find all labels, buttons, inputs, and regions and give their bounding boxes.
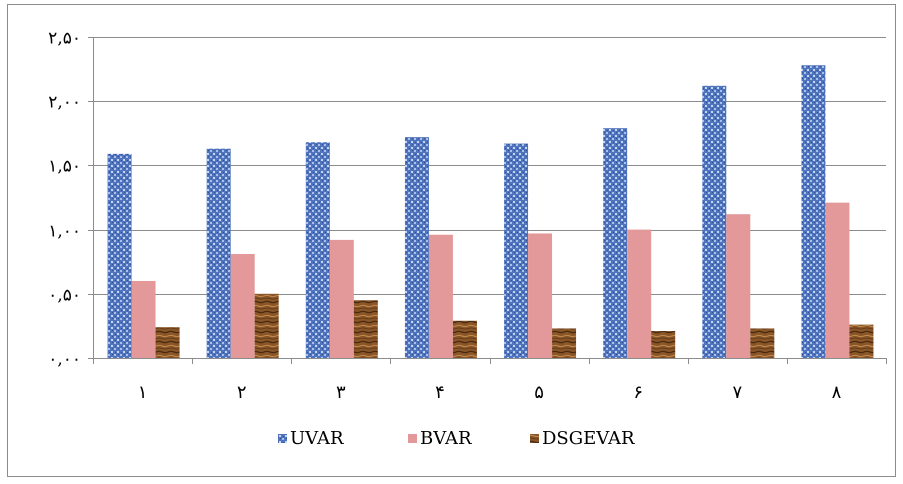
legend-swatch-uvar <box>278 434 287 443</box>
x-tick-label: ١ <box>138 382 148 403</box>
bar-dsgevar <box>750 328 775 358</box>
bars <box>107 65 874 359</box>
legend-swatch-bvar <box>408 434 417 443</box>
bar-bvar <box>329 239 354 358</box>
bar-bvar <box>131 280 156 358</box>
bar-dsgevar <box>552 328 577 358</box>
y-tick-label: ٢,٠٠ <box>48 93 81 113</box>
x-tick-label: ٣ <box>336 382 346 403</box>
x-tick-label: ۵ <box>534 382 544 403</box>
y-tick-label: ١,۵٠ <box>48 157 81 177</box>
y-tick-label: ٢,۵٠ <box>48 29 81 49</box>
bar-uvar <box>206 148 231 358</box>
bar-uvar <box>603 128 628 358</box>
legend-label-uvar: UVAR <box>290 428 344 449</box>
legend: UVAR BVAR DSGEVAR <box>278 428 635 449</box>
x-tick-label: ٢ <box>237 382 247 403</box>
bar-uvar <box>702 85 727 359</box>
y-tick-label: ١,٠٠ <box>48 222 81 242</box>
legend-label-dsgevar: DSGEVAR <box>542 428 635 449</box>
bar-uvar <box>504 143 529 358</box>
bar-bvar <box>528 233 553 358</box>
bar-uvar <box>404 137 429 358</box>
bar-uvar <box>107 153 132 358</box>
bar-dsgevar <box>353 300 378 358</box>
bar-bvar <box>230 253 255 358</box>
bar-uvar <box>305 142 330 358</box>
bar-dsgevar <box>452 320 477 358</box>
x-tick-labels: ١ ٢ ٣ ۴ ۵ ۶ ٧ ٨ <box>138 382 842 403</box>
bar-uvar <box>801 65 826 359</box>
legend-swatch-dsgevar <box>530 434 539 443</box>
legend-label-bvar: BVAR <box>420 428 472 449</box>
x-tick-label: ۴ <box>435 382 445 403</box>
bar-bvar <box>627 229 652 358</box>
bar-bvar <box>428 234 453 358</box>
x-tick-label: ٧ <box>732 382 742 403</box>
y-tick-label: ٠,٠٠ <box>48 350 81 370</box>
bar-bvar <box>825 202 850 358</box>
y-tick-labels: ٠,٠٠ ٠,۵٠ ١,٠٠ ١,۵٠ ٢,٠٠ ٢,۵٠ <box>48 29 81 370</box>
bar-dsgevar <box>254 293 279 358</box>
axes <box>88 37 887 364</box>
bar-dsgevar <box>849 324 874 358</box>
x-tick-label: ۶ <box>633 382 643 403</box>
bar-bvar <box>726 214 751 358</box>
bar-dsgevar <box>155 327 180 358</box>
x-tick-label: ٨ <box>832 382 842 403</box>
y-tick-label: ٠,۵٠ <box>48 286 81 306</box>
bar-dsgevar <box>651 331 676 358</box>
